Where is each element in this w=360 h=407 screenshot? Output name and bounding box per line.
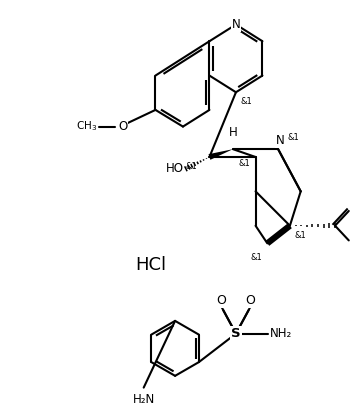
Text: H₂N: H₂N	[132, 392, 155, 405]
Text: S: S	[231, 327, 241, 340]
Text: HCl: HCl	[135, 256, 166, 274]
Text: HO: HO	[166, 162, 184, 175]
Text: $\mathregular{CH_3}$: $\mathregular{CH_3}$	[76, 120, 98, 133]
Text: N: N	[231, 18, 240, 31]
Text: &1: &1	[251, 253, 262, 262]
Text: O: O	[216, 294, 226, 307]
Text: NH₂: NH₂	[270, 327, 293, 340]
Text: &1: &1	[295, 231, 307, 240]
Text: O: O	[118, 120, 128, 133]
Text: N: N	[276, 134, 284, 147]
Text: &1: &1	[186, 162, 198, 171]
Text: &1: &1	[241, 97, 253, 106]
Polygon shape	[208, 149, 233, 160]
Text: &1: &1	[239, 159, 251, 168]
Text: H: H	[229, 126, 237, 139]
Text: O: O	[246, 294, 256, 307]
Text: &1: &1	[288, 133, 300, 142]
